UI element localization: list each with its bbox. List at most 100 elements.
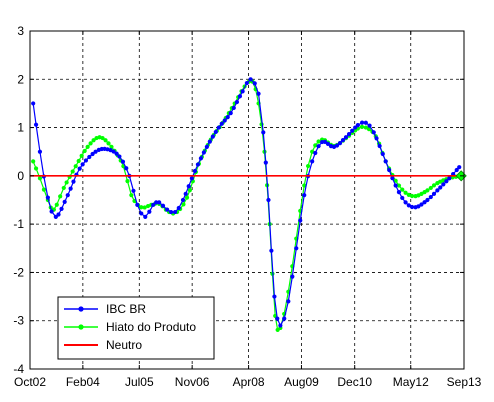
series-point bbox=[438, 185, 443, 190]
series-point bbox=[183, 191, 188, 196]
series-point bbox=[400, 195, 405, 201]
series-point bbox=[31, 101, 36, 106]
series-point bbox=[31, 159, 36, 164]
series-point bbox=[290, 274, 295, 279]
y-tick-label: -1 bbox=[13, 217, 24, 231]
series-point bbox=[416, 204, 421, 209]
series-point bbox=[195, 162, 201, 167]
series-layer bbox=[30, 77, 467, 333]
series-point bbox=[157, 200, 162, 205]
series-point bbox=[114, 151, 119, 156]
series-point bbox=[447, 176, 452, 181]
series-point bbox=[248, 77, 253, 82]
series-point bbox=[125, 179, 130, 184]
series-point bbox=[151, 202, 156, 207]
series-point bbox=[261, 130, 266, 135]
series-point bbox=[383, 159, 388, 164]
series-point bbox=[256, 91, 261, 96]
series-point bbox=[61, 185, 66, 191]
series-point bbox=[396, 190, 402, 195]
series-point bbox=[393, 183, 398, 188]
series-point bbox=[400, 187, 405, 192]
series-point bbox=[207, 139, 212, 144]
x-tick-label: Oct02 bbox=[14, 375, 46, 389]
series-point bbox=[302, 183, 307, 188]
series-point bbox=[93, 149, 98, 154]
series-point bbox=[180, 197, 186, 203]
series-point bbox=[350, 128, 355, 133]
series-point bbox=[237, 94, 243, 99]
series-point bbox=[77, 166, 82, 171]
series-point bbox=[225, 115, 230, 120]
series-point bbox=[272, 294, 277, 299]
series-point bbox=[88, 141, 93, 146]
series-point bbox=[428, 185, 433, 191]
series-point bbox=[409, 193, 415, 199]
series-point bbox=[355, 123, 360, 128]
plot-frame bbox=[29, 30, 465, 370]
series-point bbox=[286, 299, 291, 304]
series-point bbox=[298, 218, 303, 223]
series-point bbox=[184, 195, 190, 200]
series-point bbox=[377, 143, 382, 149]
series-point bbox=[154, 200, 159, 205]
legend-box bbox=[57, 296, 215, 360]
series-point bbox=[80, 162, 85, 167]
series-point bbox=[54, 202, 59, 207]
series-point bbox=[62, 199, 67, 205]
series-point bbox=[73, 164, 78, 169]
series-point bbox=[139, 205, 144, 210]
series-point bbox=[431, 191, 437, 196]
series-point bbox=[65, 193, 70, 198]
series-point bbox=[145, 203, 151, 209]
series-point bbox=[79, 153, 84, 158]
series-point bbox=[186, 184, 191, 189]
series-point bbox=[325, 141, 331, 146]
series-point bbox=[337, 141, 343, 146]
series-point bbox=[59, 206, 64, 211]
series-point bbox=[294, 246, 299, 251]
series-point bbox=[234, 99, 240, 105]
x-tick-label: Dec10 bbox=[337, 375, 372, 389]
series-point bbox=[359, 124, 365, 130]
series-point bbox=[117, 154, 122, 159]
series-point bbox=[363, 120, 368, 125]
series-point bbox=[192, 168, 198, 174]
series-point bbox=[346, 132, 352, 137]
legend-entry-label: IBC BR bbox=[106, 302, 146, 316]
series-point bbox=[109, 144, 114, 149]
series-point bbox=[120, 159, 126, 164]
series-point bbox=[419, 202, 424, 207]
series-point bbox=[231, 105, 236, 111]
x-tick-label: May12 bbox=[393, 375, 429, 389]
series-point bbox=[252, 81, 257, 86]
series-point bbox=[302, 193, 307, 198]
series-point bbox=[219, 121, 224, 126]
series-point bbox=[422, 200, 427, 205]
y-tick-label: 0 bbox=[17, 169, 24, 183]
series-point bbox=[37, 176, 43, 181]
series-point bbox=[263, 160, 268, 165]
series-point bbox=[56, 212, 61, 217]
series-point bbox=[68, 186, 73, 191]
series-point bbox=[269, 248, 274, 253]
series-point bbox=[45, 195, 50, 200]
series-point bbox=[444, 179, 449, 184]
series-point bbox=[428, 194, 433, 200]
series-point bbox=[240, 89, 245, 94]
series-point bbox=[275, 316, 280, 321]
series-point bbox=[406, 203, 411, 208]
series-point bbox=[316, 144, 321, 149]
series-point bbox=[76, 158, 81, 164]
series-point bbox=[371, 130, 376, 135]
series-point bbox=[278, 323, 283, 328]
series-point bbox=[58, 194, 63, 199]
y-tick-label: 1 bbox=[17, 121, 24, 135]
y-tick-label: -4 bbox=[13, 362, 24, 376]
y-tick-label: 2 bbox=[17, 72, 24, 86]
legend-swatch-marker bbox=[78, 306, 84, 312]
series-point bbox=[390, 176, 395, 181]
series-point bbox=[334, 143, 340, 148]
series-point bbox=[266, 197, 271, 203]
series-point bbox=[147, 209, 152, 214]
